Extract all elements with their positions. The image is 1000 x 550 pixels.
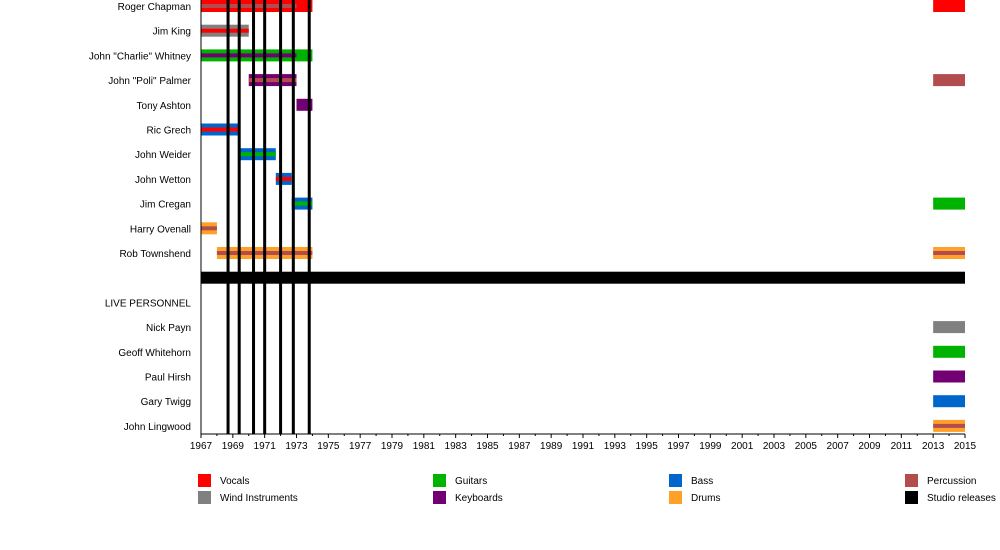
- bar-inner-percussion: [201, 226, 217, 231]
- legend-swatch-wind: [198, 491, 211, 504]
- x-tick-label: 2005: [795, 441, 818, 452]
- x-tick-label: 1985: [476, 441, 499, 452]
- row-label: Harry Ovenall: [130, 224, 191, 235]
- legend-label-studio: Studio releases: [927, 493, 996, 504]
- legend-label-keyboards: Keyboards: [455, 493, 503, 504]
- section-separator: [201, 271, 965, 284]
- bar-guitars: [933, 197, 965, 210]
- row-label: Jim Cregan: [140, 200, 191, 211]
- row-label: Roger Chapman: [118, 2, 191, 13]
- legend-label-percussion: Percussion: [927, 476, 976, 487]
- legend-label-bass: Bass: [691, 476, 713, 487]
- bar-percussion: [933, 74, 965, 87]
- x-tick-label: 1969: [222, 441, 245, 452]
- legend-swatch-studio: [905, 491, 918, 504]
- x-tick-label: 2003: [763, 441, 786, 452]
- bar-keyboards: [933, 370, 965, 383]
- bar-bass: [933, 395, 965, 408]
- legend-label-guitars: Guitars: [455, 476, 487, 487]
- row-label: LIVE PERSONNEL: [105, 298, 192, 309]
- studio-release-line: [252, 0, 256, 434]
- legend-label-vocals: Vocals: [220, 476, 249, 487]
- row-label: John Weider: [135, 150, 192, 161]
- bar-inner-vocals: [275, 176, 292, 181]
- x-tick-label: 2013: [922, 441, 945, 452]
- row-label: Gary Twigg: [141, 397, 191, 408]
- row-label: John Lingwood: [124, 422, 191, 433]
- legend-swatch-vocals: [198, 474, 211, 487]
- x-tick-label: 1971: [254, 441, 277, 452]
- bar-guitars: [933, 345, 965, 358]
- studio-release-line: [263, 0, 267, 434]
- legend-swatch-guitars: [433, 474, 446, 487]
- legend-swatch-percussion: [905, 474, 918, 487]
- studio-release-line: [237, 0, 241, 434]
- x-tick-label: 2011: [891, 441, 913, 452]
- x-tick-label: 1973: [285, 441, 308, 452]
- row-label: Rob Townshend: [119, 249, 191, 260]
- bar-inner-percussion: [248, 78, 297, 83]
- x-tick-label: 2001: [731, 441, 754, 452]
- bar-inner-percussion: [933, 423, 965, 428]
- studio-release-line: [226, 0, 230, 434]
- bar-inner-percussion: [201, 4, 297, 8]
- legend-swatch-keyboards: [433, 491, 446, 504]
- x-tick-label: 1981: [413, 441, 436, 452]
- x-tick-label: 2009: [858, 441, 881, 452]
- x-tick-label: 1967: [190, 441, 213, 452]
- x-tick-label: 1997: [667, 441, 690, 452]
- studio-release-line: [279, 0, 283, 434]
- bar-wind: [933, 321, 965, 334]
- row-label: Tony Ashton: [137, 101, 191, 112]
- studio-release-line: [291, 0, 295, 434]
- bar-inner-percussion: [933, 251, 965, 255]
- x-tick-label: 1991: [572, 441, 595, 452]
- x-tick-label: 1977: [349, 441, 372, 452]
- x-tick-label: 2015: [954, 441, 977, 452]
- legend-label-wind: Wind Instruments: [220, 493, 298, 504]
- x-tick-label: 1989: [540, 441, 563, 452]
- row-label: Geoff Whitehorn: [118, 348, 191, 359]
- bar-inner-vocals: [201, 28, 249, 33]
- x-tick-label: 1995: [636, 441, 659, 452]
- row-label: John "Poli" Palmer: [108, 76, 191, 87]
- x-tick-label: 1983: [445, 441, 468, 452]
- legend-label-drums: Drums: [691, 493, 720, 504]
- legend-swatch-bass: [669, 474, 682, 487]
- row-label: John Wetton: [135, 175, 191, 186]
- studio-release-line: [307, 0, 311, 434]
- bar-inner-keyboards: [201, 53, 297, 58]
- bar-inner-vocals: [201, 127, 240, 132]
- bar-inner-guitars: [291, 201, 313, 206]
- x-tick-label: 2007: [827, 441, 850, 452]
- bar-inner-guitars: [239, 152, 276, 157]
- x-tick-label: 1979: [381, 441, 404, 452]
- row-label: John "Charlie" Whitney: [89, 51, 191, 62]
- x-tick-label: 1993: [604, 441, 627, 452]
- x-tick-label: 1975: [317, 441, 340, 452]
- row-label: Paul Hirsh: [145, 373, 191, 384]
- row-label: Ric Grech: [147, 126, 191, 137]
- row-label: Jim King: [153, 27, 191, 38]
- legend-swatch-drums: [669, 491, 682, 504]
- x-tick-label: 1987: [508, 441, 531, 452]
- row-label: Nick Payn: [146, 323, 191, 334]
- x-tick-label: 1999: [699, 441, 722, 452]
- bar-vocals: [933, 0, 965, 12]
